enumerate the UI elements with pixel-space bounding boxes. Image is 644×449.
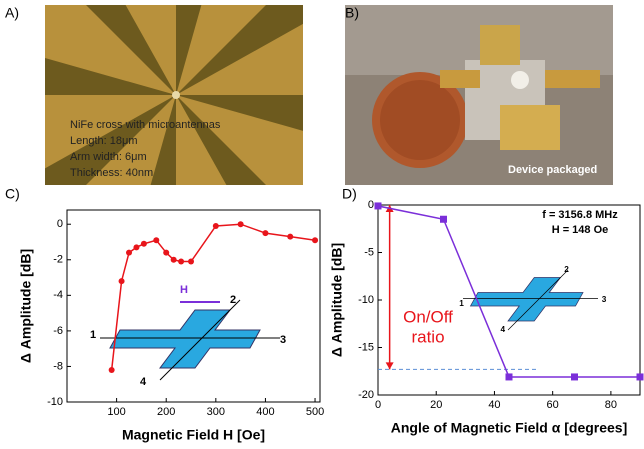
x-tick-label: 60 [547, 399, 559, 411]
x-tick-label: 500 [306, 406, 324, 418]
inset-label: 1 [90, 329, 96, 341]
inset-label: 4 [501, 325, 506, 334]
y-tick-label: -8 [53, 360, 63, 372]
x-tick-label: 400 [256, 406, 274, 418]
y-tick-label: -10 [358, 294, 374, 306]
marker [375, 202, 382, 209]
figure: A) B) C) D) NiFe cross with microantenna… [0, 0, 644, 449]
y-tick-label: -20 [358, 389, 374, 401]
y-tick-label: -6 [53, 325, 63, 337]
y-axis-label: Δ Amplitude [dB] [329, 243, 345, 357]
marker [571, 373, 578, 380]
photo-text: Length: 18μm [70, 135, 138, 147]
x-tick-label: 40 [488, 399, 500, 411]
y-tick-label: 0 [57, 218, 63, 230]
inset-label: H [180, 284, 188, 296]
marker [188, 259, 194, 265]
y-tick-label: -10 [47, 396, 63, 408]
cross-shape [110, 310, 260, 368]
y-axis-label: Δ Amplitude [dB] [18, 249, 34, 363]
inset-diagram: 1 2 3 4 [459, 265, 607, 334]
x-tick-label: 80 [605, 399, 617, 411]
cross [172, 91, 180, 99]
marker [109, 367, 115, 373]
y-tick-label: -2 [53, 254, 63, 266]
x-tick-label: 20 [430, 399, 442, 411]
y-tick-label: -5 [364, 246, 374, 258]
marker [153, 237, 159, 243]
x-axis-label: Magnetic Field H [Oe] [122, 427, 265, 443]
marker [287, 234, 293, 240]
inset-label: 3 [602, 295, 607, 304]
plot-frame [67, 210, 320, 402]
marker [141, 241, 147, 247]
annotation: H = 148 Oe [552, 224, 609, 236]
x-tick-label: 100 [107, 406, 125, 418]
inset-label: 2 [564, 265, 569, 274]
x-tick-label: 300 [207, 406, 225, 418]
y-tick-label: 0 [368, 199, 374, 211]
photo-b [345, 5, 613, 185]
panel-label: B) [345, 5, 359, 21]
marker [178, 259, 184, 265]
y-tick-label: -15 [358, 341, 374, 353]
panel-label: D) [342, 186, 357, 202]
marker [238, 221, 244, 227]
arrow-head [386, 362, 394, 369]
marker [262, 230, 268, 236]
marker [506, 373, 513, 380]
annotation: ratio [411, 327, 444, 346]
marker [126, 250, 132, 256]
inset-label: 2 [230, 294, 236, 306]
marker [133, 244, 139, 250]
photo-text: NiFe cross with microantennas [70, 119, 221, 131]
marker [312, 237, 318, 243]
inset-label: 1 [459, 299, 464, 308]
cross-shape [471, 278, 584, 322]
marker [637, 373, 644, 380]
annotation: On/Off [403, 307, 453, 326]
marker [440, 216, 447, 223]
photo-text: Arm width: 6μm [70, 151, 147, 163]
x-tick-label: 0 [375, 399, 381, 411]
marker [119, 278, 125, 284]
marker [163, 250, 169, 256]
x-tick-label: 200 [157, 406, 175, 418]
inset-label: 4 [140, 376, 147, 388]
y-tick-label: -4 [53, 289, 63, 301]
panel-label: A) [5, 5, 19, 21]
photo-text: Thickness: 40nm [70, 167, 153, 179]
inset-label: 3 [280, 334, 286, 346]
x-axis-label: Angle of Magnetic Field α [degrees] [391, 420, 628, 436]
annotation: f = 3156.8 MHz [542, 209, 618, 221]
panel-label: C) [5, 186, 20, 202]
marker [213, 223, 219, 229]
marker [171, 257, 177, 263]
photo-caption: Device packaged [508, 164, 597, 176]
